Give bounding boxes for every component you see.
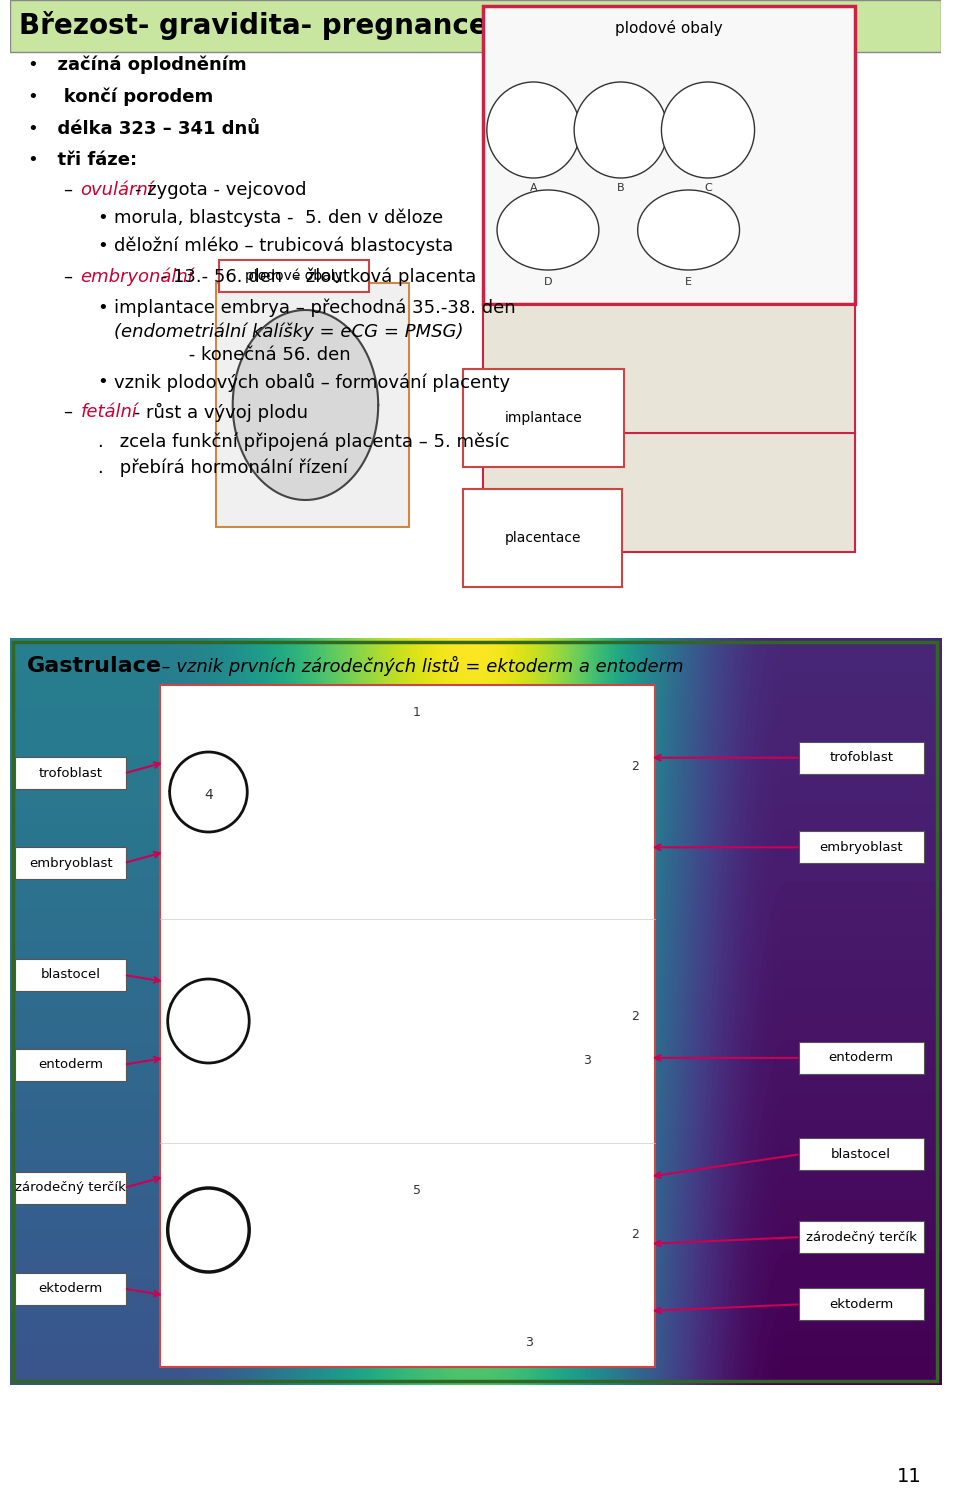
Text: děložní mléko – trubicová blastocysta: děložní mléko – trubicová blastocysta (114, 236, 454, 256)
Text: embryoblast: embryoblast (819, 841, 903, 854)
Text: vznik plodových obalů – formování placenty: vznik plodových obalů – formování placen… (114, 373, 511, 391)
Text: embryoblast: embryoblast (29, 856, 112, 869)
Text: E: E (685, 277, 692, 287)
Text: .: . (97, 459, 103, 477)
FancyBboxPatch shape (216, 283, 409, 526)
Text: morula, blastcysta -  5. den v děloze: morula, blastcysta - 5. den v děloze (114, 209, 444, 227)
Text: •: • (97, 299, 108, 317)
FancyBboxPatch shape (219, 260, 369, 292)
FancyBboxPatch shape (799, 1289, 924, 1321)
Text: entoderm: entoderm (38, 1059, 104, 1071)
FancyBboxPatch shape (483, 6, 855, 304)
Text: 11: 11 (897, 1466, 922, 1486)
Text: –: – (63, 180, 72, 199)
Text: B: B (617, 183, 625, 193)
Ellipse shape (497, 190, 599, 271)
Text: – vznik prvních zárodečných listů = ektoderm a entoderm: – vznik prvních zárodečných listů = ekto… (151, 656, 684, 675)
Text: D: D (543, 277, 552, 287)
FancyBboxPatch shape (15, 847, 126, 878)
Text: zcela funkční připojená placenta – 5. měsíc: zcela funkční připojená placenta – 5. mě… (114, 433, 510, 451)
Polygon shape (232, 310, 378, 499)
FancyBboxPatch shape (483, 433, 855, 552)
FancyBboxPatch shape (160, 684, 655, 1367)
Circle shape (487, 83, 580, 177)
Text: trofoblast: trofoblast (829, 750, 893, 764)
FancyBboxPatch shape (15, 758, 126, 790)
Text: zárodečný terčík: zárodečný terčík (805, 1230, 917, 1244)
Text: .: . (97, 433, 103, 451)
Text: trofoblast: trofoblast (38, 767, 103, 781)
Text: •: • (97, 373, 108, 391)
Text: A: A (530, 183, 538, 193)
Text: ektoderm: ektoderm (829, 1298, 894, 1311)
Text: začíná oplodněním: začíná oplodněním (44, 56, 246, 74)
Text: Březost- gravidita- pregnance- gestace: Březost- gravidita- pregnance- gestace (19, 12, 632, 41)
Text: 1: 1 (413, 707, 420, 719)
FancyBboxPatch shape (10, 0, 941, 53)
Text: ektoderm: ektoderm (38, 1281, 103, 1295)
Text: přebírá hormonální řízení: přebírá hormonální řízení (114, 459, 348, 477)
Text: placentace: placentace (504, 531, 581, 544)
Text: 2: 2 (632, 1009, 639, 1023)
Text: C: C (168, 1217, 180, 1233)
FancyBboxPatch shape (483, 305, 855, 435)
Text: plodové obaly: plodové obaly (615, 20, 723, 36)
FancyBboxPatch shape (799, 741, 924, 773)
FancyBboxPatch shape (15, 1172, 126, 1203)
Text: entoderm: entoderm (828, 1051, 894, 1065)
Text: fetální: fetální (81, 403, 137, 421)
Circle shape (574, 83, 667, 177)
Text: embryonální: embryonální (81, 268, 193, 286)
Text: •: • (27, 120, 37, 138)
FancyBboxPatch shape (799, 832, 924, 863)
Text: - zygota - vejcovod: - zygota - vejcovod (134, 180, 306, 199)
FancyBboxPatch shape (15, 960, 126, 991)
Text: •: • (97, 209, 108, 227)
Text: zárodečný terčík: zárodečný terčík (15, 1181, 126, 1194)
Text: - růst a vývoj plodu: - růst a vývoj plodu (128, 403, 308, 421)
Text: •: • (27, 150, 37, 168)
Text: •: • (27, 89, 37, 105)
Circle shape (170, 752, 248, 832)
Text: •: • (27, 56, 37, 74)
Text: 4: 4 (204, 788, 213, 802)
Text: Gastrulace: Gastrulace (27, 656, 162, 675)
FancyBboxPatch shape (15, 1048, 126, 1080)
Text: 3: 3 (524, 1336, 533, 1349)
FancyBboxPatch shape (799, 1139, 924, 1170)
Text: 3: 3 (583, 1054, 590, 1068)
Text: 5: 5 (413, 1184, 421, 1197)
Text: končí porodem: končí porodem (44, 87, 213, 107)
Text: délka 323 – 341 dnů: délka 323 – 341 dnů (44, 120, 259, 138)
Text: - 13.- 56. den  - žloutková placenta: - 13.- 56. den - žloutková placenta (156, 268, 476, 286)
Text: 2: 2 (632, 761, 639, 773)
Text: •: • (97, 238, 108, 256)
Text: B: B (168, 1002, 180, 1020)
Text: –: – (63, 268, 72, 286)
FancyBboxPatch shape (799, 1042, 924, 1074)
Circle shape (168, 1188, 250, 1272)
Text: 2: 2 (632, 1229, 639, 1241)
Text: –: – (63, 403, 72, 421)
Circle shape (661, 83, 755, 177)
Text: (endometriální kalíšky = eCG = PMSG): (endometriální kalíšky = eCG = PMSG) (114, 323, 464, 341)
Text: blastocel: blastocel (831, 1148, 891, 1161)
Text: plodové obaly: plodové obaly (245, 269, 343, 283)
FancyBboxPatch shape (799, 1221, 924, 1253)
Text: implantace embrya – přechodná 35.-38. den: implantace embrya – přechodná 35.-38. de… (114, 299, 516, 317)
Text: C: C (704, 183, 712, 193)
Text: implantace: implantace (504, 411, 582, 426)
FancyBboxPatch shape (15, 1272, 126, 1304)
Text: tři fáze:: tři fáze: (44, 150, 136, 168)
Text: A: A (168, 778, 180, 796)
Text: blastocel: blastocel (40, 969, 101, 982)
Text: ovulární: ovulární (81, 180, 154, 199)
Text: - konečná 56. den: - konečná 56. den (114, 346, 351, 364)
Circle shape (168, 979, 250, 1063)
Ellipse shape (637, 190, 739, 271)
